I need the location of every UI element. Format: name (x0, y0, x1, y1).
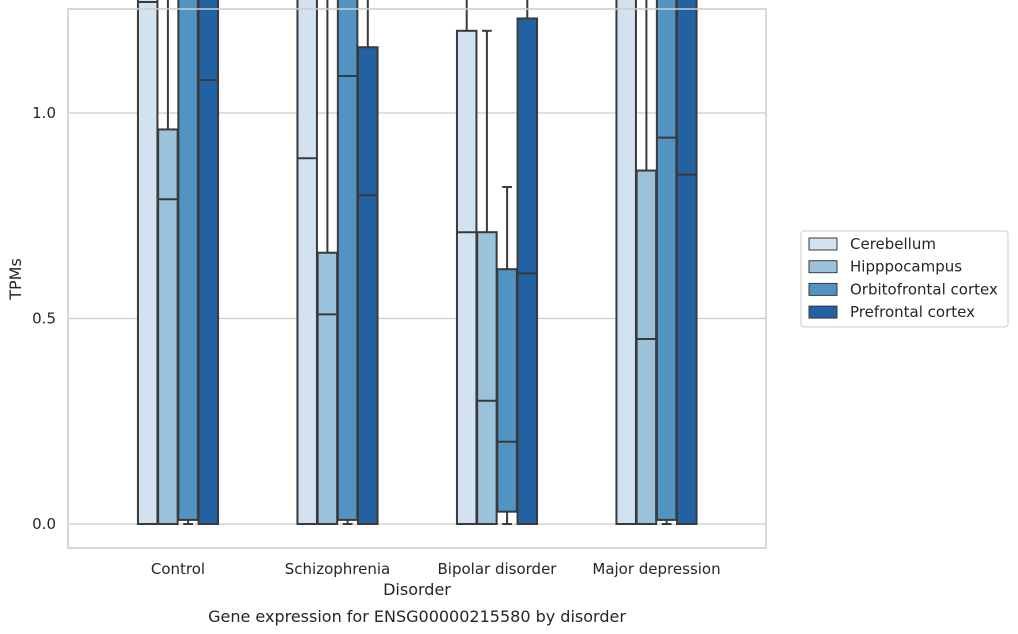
box-plot (516, 0, 539, 525)
box-iqr (357, 46, 379, 526)
box-plot (197, 0, 220, 526)
legend-label: Orbitofrontal cortex (850, 280, 998, 298)
y-axis-ticks: 0.00.51.01.52.0 (32, 104, 56, 533)
legend-swatch (808, 282, 838, 296)
box-iqr (336, 0, 359, 521)
box-iqr (197, 0, 220, 526)
box-plot (357, 0, 379, 526)
box-iqr (157, 128, 179, 525)
box-plot (177, 0, 199, 525)
box-iqr (476, 231, 498, 525)
y-tick-label: 1.0 (32, 104, 56, 122)
box-plot (635, 0, 658, 525)
box-plot (476, 29, 498, 525)
legend-label: Cerebellum (850, 235, 936, 253)
legend-label: Hipppocampus (850, 258, 962, 276)
box-plot (296, 0, 318, 525)
box-iqr (676, 0, 698, 525)
x-tick-label: Control (151, 560, 205, 578)
box-plot (336, 0, 359, 525)
box-plot (655, 0, 678, 525)
box-iqr (455, 29, 478, 526)
legend-item: Cerebellum (808, 235, 936, 253)
legend: Cerebellum Hipppocampus Orbitofrontal cort… (800, 230, 1009, 328)
box-plot (157, 0, 179, 525)
legend-item: Prefrontal cortex (808, 303, 975, 321)
x-tick-label: Schizophrenia (285, 560, 390, 578)
boxes-layer (136, 0, 698, 526)
x-tick-label: Major depression (592, 560, 720, 578)
box-iqr (496, 268, 518, 513)
box-iqr (296, 0, 318, 525)
box-iqr (615, 0, 637, 525)
legend-swatch (808, 237, 838, 251)
box-iqr (136, 0, 159, 525)
box-iqr (177, 0, 199, 521)
box-iqr (316, 251, 339, 526)
box-plot (496, 185, 518, 525)
chart-title: Gene expression for ENSG00000215580 by d… (208, 607, 626, 626)
box-plot (316, 0, 339, 526)
y-tick-label: 0.0 (32, 515, 56, 533)
x-axis-label: Disorder (383, 580, 451, 599)
legend-swatch (808, 305, 838, 319)
legend-swatch (808, 260, 838, 274)
legend-frame (800, 230, 1009, 328)
legend-item: Hipppocampus (808, 258, 962, 276)
y-tick-label: 0.5 (32, 310, 56, 328)
box-plot (676, 0, 698, 525)
box-iqr (655, 0, 678, 521)
box-iqr (516, 17, 539, 525)
plot-frame (67, 8, 767, 549)
x-axis-ticks: Control Schizophrenia Bipolar disorder Majo… (151, 560, 721, 578)
legend-label: Prefrontal cortex (850, 303, 975, 321)
x-tick-label: Bipolar disorder (438, 560, 558, 578)
box-plot (615, 0, 637, 525)
y-axis-label: TPMs (6, 258, 25, 301)
box-plot (136, 0, 159, 525)
box-iqr (635, 169, 658, 525)
box-plot (455, 0, 478, 526)
legend-item: Orbitofrontal cortex (808, 280, 998, 298)
